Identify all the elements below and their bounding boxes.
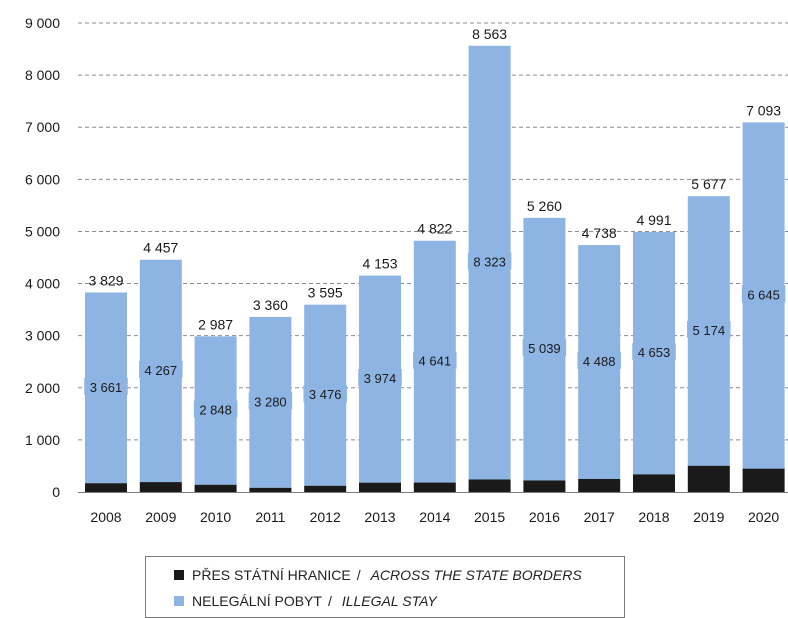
data-label-bg [413, 351, 457, 369]
data-label-illegal-stay: 4 267 [145, 363, 178, 378]
data-label-bg [248, 392, 293, 410]
data-label-total: 4 822 [417, 221, 452, 237]
legend-label-cz: NELEGÁLNÍ POBYT [192, 593, 322, 609]
data-label-total: 4 991 [636, 212, 671, 228]
data-label-total: 7 093 [746, 102, 781, 118]
x-tick-label: 2013 [364, 509, 395, 525]
data-label-illegal-stay: 3 661 [90, 380, 123, 395]
legend-separator: / [356, 567, 361, 583]
legend-label-en: ILLEGAL STAY [341, 593, 437, 609]
data-label-illegal-stay: 8 323 [473, 255, 506, 270]
x-tick-label: 2012 [310, 509, 341, 525]
data-label-illegal-stay: 5 174 [693, 323, 726, 338]
x-tick-label: 2018 [638, 509, 669, 525]
data-label-illegal-stay: 4 641 [419, 354, 452, 369]
y-tick-label: 8 000 [25, 67, 60, 83]
data-label-total: 5 677 [691, 176, 726, 192]
data-label-illegal-stay: 3 280 [254, 394, 287, 409]
y-tick-label: 2 000 [25, 380, 60, 396]
data-label-illegal-stay: 4 488 [583, 354, 616, 369]
legend-swatch-borders [174, 570, 184, 580]
bar-across-borders [139, 482, 182, 492]
bar-across-borders [249, 487, 292, 492]
data-label-bg [467, 252, 512, 270]
x-tick-label: 2015 [474, 509, 505, 525]
chart: 0 1 000 2 000 3 000 4 000 5 000 6 000 7 000 8 00… [25, 15, 788, 525]
data-label-bg [303, 385, 347, 403]
bar-across-borders [468, 479, 511, 492]
data-label-bg [522, 339, 567, 357]
x-tick-label: 2009 [145, 509, 176, 525]
data-label-illegal-stay: 2 848 [199, 403, 232, 418]
data-label-bg [632, 343, 676, 361]
bar-across-borders [742, 468, 785, 492]
data-label-illegal-stay: 4 653 [638, 345, 671, 360]
bar-across-borders [523, 480, 566, 492]
x-tick-label: 2008 [90, 509, 121, 525]
bar-across-borders [304, 485, 347, 492]
y-tick-label: 9 000 [25, 15, 60, 31]
x-tick-label: 2016 [529, 509, 560, 525]
data-label-bg [687, 320, 731, 338]
legend-separator: / [327, 593, 332, 609]
x-tick-label: 2017 [584, 509, 615, 525]
data-label-total: 4 153 [362, 256, 397, 272]
legend: PŘES STÁTNÍ HRANICE / ACROSS THE STATE B… [145, 556, 625, 618]
legend-label-en: ACROSS THE STATE BORDERS [370, 567, 582, 583]
data-label-illegal-stay: 5 039 [528, 341, 561, 356]
data-label-total: 3 829 [88, 272, 123, 288]
data-label-total: 8 563 [472, 26, 507, 42]
bar-across-borders [633, 474, 675, 492]
data-label-bg [741, 285, 786, 303]
x-tick-label: 2014 [419, 509, 450, 525]
bar-across-borders [359, 482, 401, 492]
bar-across-borders [413, 482, 456, 492]
y-tick-label: 4 000 [25, 276, 60, 292]
data-label-bg [84, 377, 128, 395]
y-tick-label: 3 000 [25, 328, 60, 344]
data-label-bg [577, 352, 621, 370]
bar-across-borders [687, 465, 730, 492]
bar-across-borders [578, 478, 621, 492]
x-tick-label: 2020 [748, 509, 779, 525]
legend-swatch-illegal-stay [174, 596, 184, 606]
x-tick-label: 2010 [200, 509, 231, 525]
data-label-total: 2 987 [198, 316, 233, 332]
data-label-illegal-stay: 3 974 [364, 371, 397, 386]
data-label-bg [358, 369, 402, 387]
y-tick-label: 5 000 [25, 223, 60, 239]
y-tick-label: 1 000 [25, 432, 60, 448]
data-label-total: 3 595 [308, 285, 343, 301]
data-label-bg [193, 400, 238, 418]
y-tick-label: 7 000 [25, 119, 60, 135]
data-label-illegal-stay: 3 476 [309, 387, 342, 402]
legend-label-cz: PŘES STÁTNÍ HRANICE [192, 567, 351, 583]
y-tick-label: 0 [52, 484, 60, 500]
data-label-total: 4 457 [143, 240, 178, 256]
data-label-illegal-stay: 6 645 [747, 288, 780, 303]
legend-item-illegal-stay: NELEGÁLNÍ POBYT / ILLEGAL STAY [174, 591, 437, 611]
data-label-bg [139, 360, 183, 378]
y-tick-label: 6 000 [25, 171, 60, 187]
x-tick-label: 2019 [693, 509, 724, 525]
data-label-total: 3 360 [253, 297, 288, 313]
data-label-total: 4 738 [582, 225, 617, 241]
bar-across-borders [194, 484, 237, 492]
bar-across-borders [85, 483, 127, 492]
x-tick-label: 2011 [255, 509, 285, 525]
data-label-total: 5 260 [527, 198, 562, 214]
legend-item-borders: PŘES STÁTNÍ HRANICE / ACROSS THE STATE B… [174, 565, 582, 585]
